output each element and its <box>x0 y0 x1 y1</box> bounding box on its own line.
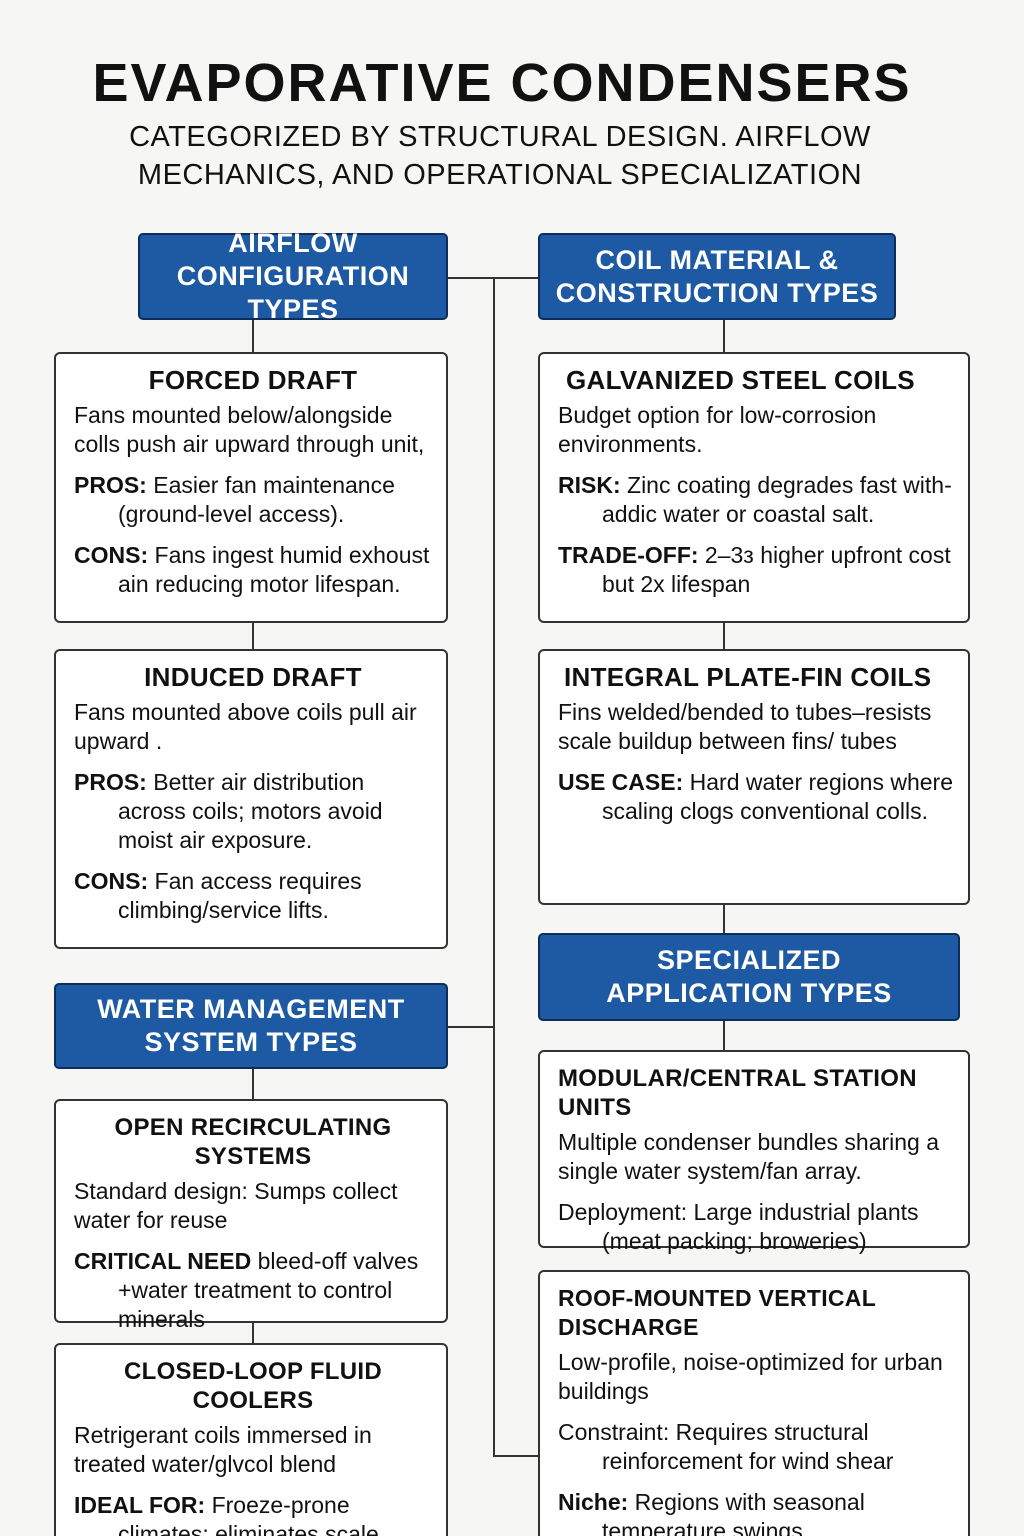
card-intro: Budget option for low-corrosion environm… <box>558 402 877 457</box>
label: IDEAL FOR: <box>74 1492 206 1518</box>
text: Better air distribution across coils; mo… <box>118 769 383 853</box>
card-usecase: USE CASE: Hard water regions where scali… <box>558 768 954 826</box>
card-intro: Retrigerant coils immersed in treated wa… <box>74 1422 372 1477</box>
connector <box>252 1069 254 1099</box>
card-deployment: Deployment: Large industrial plants (mea… <box>558 1198 954 1256</box>
card-pros: PROS: Easier fan maintenance (ground-lev… <box>74 471 432 529</box>
card-open-recirculating: OPEN RECIRCULATING SYSTEMS Standard desi… <box>54 1099 448 1332</box>
card-intro: Standard design: Sumps collect water for… <box>74 1178 398 1233</box>
card-title: INDUCED DRAFT <box>144 662 362 692</box>
card-forced-draft: FORCED DRAFT Fans mounted below/alongsid… <box>54 352 448 623</box>
card-modular: MODULAR/CENTRAL STATION UNITS Multiple c… <box>538 1050 970 1254</box>
label: CONS: <box>74 868 149 894</box>
card-title: CLOSED-LOOP FLUID COOLERS <box>124 1358 382 1414</box>
header-coil: COIL MATERIAL & CONSTRUCTION TYPES <box>538 233 896 320</box>
card-roof-mounted: ROOF-MOUNTED VERTICAL DISCHARGE Low-prof… <box>538 1270 970 1536</box>
text: Easier fan maintenance (ground-level acc… <box>118 472 395 527</box>
card-constraint: Constraint: Requires structural reinforc… <box>558 1418 954 1476</box>
connector <box>448 1026 494 1028</box>
text: 2–3з higher upfront cost but 2x lifespan <box>602 542 951 597</box>
text: Hard water regions where scaling clogs c… <box>602 769 953 824</box>
card-induced-draft: INDUCED DRAFT Fans mounted above coils p… <box>54 649 448 949</box>
text: Froeze-prone climates; eliminates scale <box>118 1492 379 1536</box>
card-niche: Niche: Regions with seasonal temperature… <box>558 1488 954 1536</box>
page-title: EVAPORATIVE CONDENSERS <box>92 53 912 113</box>
connector <box>723 905 725 933</box>
card-intro: Fins welded/bended to tubes–resists scal… <box>558 699 932 754</box>
connector <box>252 1323 254 1343</box>
label: PROS: <box>74 769 147 795</box>
card-title: ROOF-MOUNTED VERTICAL DISCHARGE <box>558 1285 876 1340</box>
card-pros: PROS: Better air distribution across coi… <box>74 768 432 855</box>
header-label: COIL MATERIAL & CONSTRUCTION TYPES <box>555 244 879 308</box>
card-intro: Fans mounted below/alongside colls push … <box>74 402 425 457</box>
connector <box>723 1021 725 1050</box>
header-label: SPECIALIZED APPLICATION TYPES <box>606 945 892 1008</box>
card-title: GALVANIZED STEEL COILS <box>566 365 915 395</box>
connector <box>252 623 254 649</box>
card-cons: CONS: Fans ingest humid exhoust ain redu… <box>74 541 432 599</box>
card-galvanized: GALVANIZED STEEL COILS Budget option for… <box>538 352 970 623</box>
text: Regions with seasonal temperature swings <box>602 1489 865 1536</box>
connector <box>252 320 254 352</box>
label: TRADE-OFF: <box>558 542 699 568</box>
card-title: MODULAR/CENTRAL STATION UNITS <box>558 1065 917 1121</box>
card-intro: Low-profile, noise-optimized for urban b… <box>558 1349 943 1404</box>
label: CONS: <box>74 542 149 568</box>
text: Fans ingest humid exhoust ain reducing m… <box>118 542 430 597</box>
card-need: CRITICAL NEED bleed-off valves +water tr… <box>74 1247 432 1334</box>
header-label: WATER MANAGEMENT SYSTEM TYPES <box>97 994 405 1057</box>
card-intro: Multiple condenser bundles sharing a sin… <box>558 1129 940 1184</box>
label: CRITICAL NEED <box>74 1248 252 1274</box>
label: RISK: <box>558 472 621 498</box>
header-label: AIRFLOW CONFIGURATION TYPES <box>176 228 410 324</box>
text: Constraint: Requires structural reinforc… <box>558 1419 894 1474</box>
text: Zinc coating degrades fast with-addic wa… <box>602 472 952 527</box>
connector <box>723 623 725 649</box>
card-title: OPEN RECIRCULATING SYSTEMS <box>114 1114 392 1170</box>
card-plate-fin: INTEGRAL PLATE-FIN COILS Fins welded/ben… <box>538 649 970 905</box>
label: Niche: <box>558 1489 629 1515</box>
text: Deployment: Large industrial plants (mea… <box>558 1199 919 1254</box>
text: Fan access requires climbing/service lif… <box>118 868 362 923</box>
connector <box>723 320 725 352</box>
connector <box>448 277 538 279</box>
card-tradeoff: TRADE-OFF: 2–3з higher upfront cost but … <box>558 541 954 599</box>
card-ideal: IDEAL FOR: Froeze-prone climates; elimin… <box>74 1491 432 1536</box>
header-special: SPECIALIZED APPLICATION TYPES <box>538 933 960 1021</box>
text: bleed-off valves +water treatment to con… <box>118 1248 419 1332</box>
connector-trunk <box>493 278 495 1457</box>
label: USE CASE: <box>558 769 684 795</box>
card-risk: RISK: Zinc coating degrades fast with-ad… <box>558 471 954 529</box>
card-closed-loop: CLOSED-LOOP FLUID COOLERS Retrigerant co… <box>54 1343 448 1536</box>
card-cons: CONS: Fan access requires climbing/servi… <box>74 867 432 925</box>
page-subtitle: CATEGORIZED BY STRUCTURAL DESIGN. AIRFLO… <box>129 121 871 191</box>
header-water: WATER MANAGEMENT SYSTEM TYPES <box>54 983 448 1069</box>
label: PROS: <box>74 472 147 498</box>
card-intro: Fans mounted above coils pull air upward… <box>74 699 417 754</box>
connector <box>494 1455 538 1457</box>
card-title: INTEGRAL PLATE-FIN COILS <box>564 662 932 692</box>
card-title: FORCED DRAFT <box>148 365 358 395</box>
header-airflow: AIRFLOW CONFIGURATION TYPES <box>138 228 448 324</box>
